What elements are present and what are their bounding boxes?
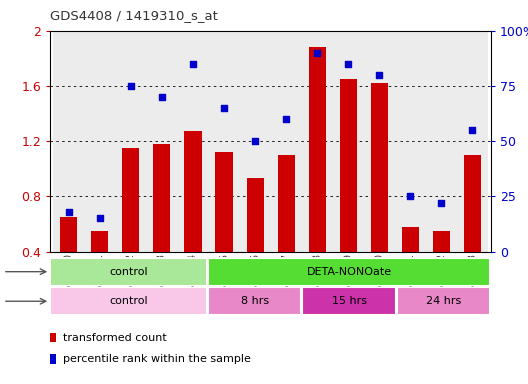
Point (127, 83, 135, 89)
Point (64, 209, 73, 215)
Text: 15 hrs: 15 hrs (332, 296, 367, 306)
Bar (433, 231, 450, 252)
Point (251, 138, 259, 144)
Bar (333, 31, 364, 252)
Bar (395, 31, 426, 252)
Point (437, 200, 446, 206)
Bar (91, 231, 108, 252)
Bar (364, 31, 395, 252)
Bar (122, 148, 139, 252)
Bar (60, 217, 77, 252)
Bar (464, 155, 481, 252)
Text: 8 hrs: 8 hrs (241, 296, 269, 306)
Bar (402, 227, 419, 252)
Bar (146, 31, 177, 252)
Bar (397, 287, 491, 315)
Text: control: control (110, 296, 148, 306)
Text: 24 hrs: 24 hrs (426, 296, 461, 306)
Point (375, 72, 383, 78)
Bar (50, 287, 207, 315)
Bar (50, 258, 207, 286)
Point (468, 127, 477, 133)
Point (158, 94, 166, 100)
Bar (278, 155, 295, 252)
Bar (301, 31, 333, 252)
Text: DETA-NONOate: DETA-NONOate (307, 266, 392, 277)
Bar (309, 47, 326, 252)
Bar (215, 152, 232, 252)
Bar (302, 287, 396, 315)
Bar (115, 31, 146, 252)
Point (282, 116, 290, 122)
Bar (177, 31, 209, 252)
Point (344, 61, 353, 67)
Bar (247, 179, 263, 252)
Text: percentile rank within the sample: percentile rank within the sample (63, 354, 251, 364)
Bar (208, 258, 491, 286)
Point (406, 193, 414, 199)
Bar (426, 31, 457, 252)
Text: GDS4408 / 1419310_s_at: GDS4408 / 1419310_s_at (50, 9, 218, 22)
Point (96, 215, 104, 222)
Bar (340, 79, 357, 252)
Bar (457, 31, 488, 252)
Point (313, 50, 322, 56)
Bar (371, 83, 388, 252)
Bar (240, 31, 270, 252)
Text: transformed count: transformed count (63, 333, 166, 343)
Bar (208, 287, 301, 315)
Point (220, 105, 228, 111)
Point (188, 61, 197, 67)
Bar (53, 31, 84, 252)
Bar (209, 31, 240, 252)
Bar (84, 31, 115, 252)
Text: control: control (110, 266, 148, 277)
Bar (154, 144, 171, 252)
Bar (270, 31, 301, 252)
Bar (184, 131, 202, 252)
